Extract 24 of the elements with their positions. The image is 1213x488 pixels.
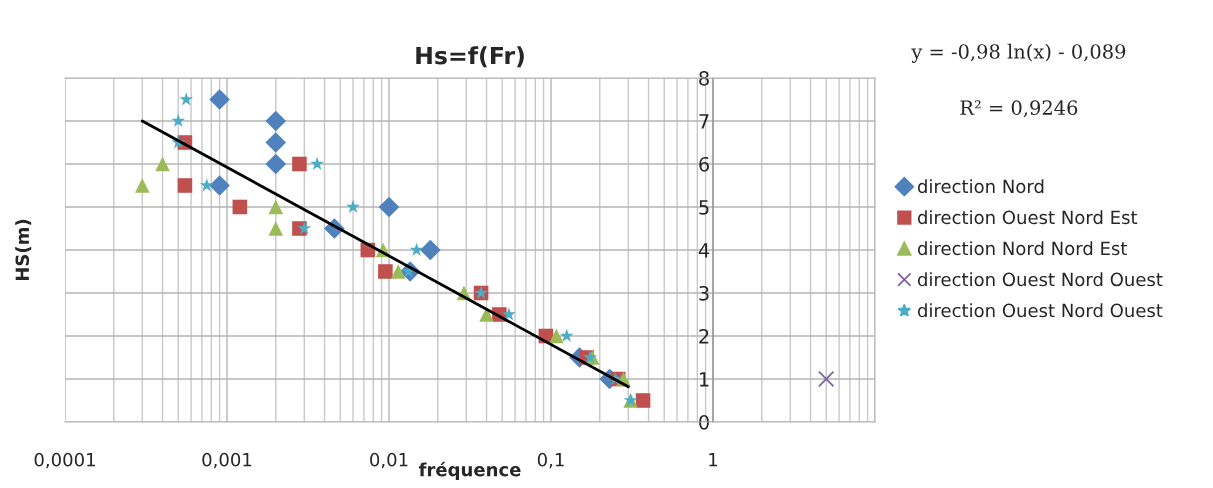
y-tick-label: 3 [699,285,709,301]
legend-label: direction Nord Nord Est [917,241,1128,256]
y-tick-label: 5 [699,200,709,215]
x-tick-label: 0,0001 [34,452,95,469]
y-tick-label: 1 [699,372,709,387]
y-tick-label: 8 [699,70,709,86]
x-tick-label: 0,001 [202,452,252,469]
legend-label: direction Ouest Nord Ouest [917,272,1163,287]
x-tick-label: 0,01 [370,452,408,469]
y-tick-label: 2 [699,328,709,344]
legend-label: direction Ouest Nord Ouest [917,303,1163,318]
y-tick-label: 0 [699,414,709,430]
legend-label: direction Ouest Nord Est [917,210,1138,225]
chart-title: Hs=f(Fr) [416,46,524,68]
y-axis-title: HS(m) [15,219,32,281]
x-axis-title: fréquence [418,461,521,480]
x-tick-label: 1 [709,453,718,467]
y-tick-label: 6 [699,156,709,172]
text: y = -0,98 ln(x) - 0,089 [911,43,1126,63]
y-tick-label: 4 [698,243,710,258]
y-tick-label: 7 [699,114,709,129]
x-tick-label: 0,1 [537,452,564,469]
legend-label: direction Nord [917,179,1044,194]
text: R² = 0,9246 [960,100,1078,118]
